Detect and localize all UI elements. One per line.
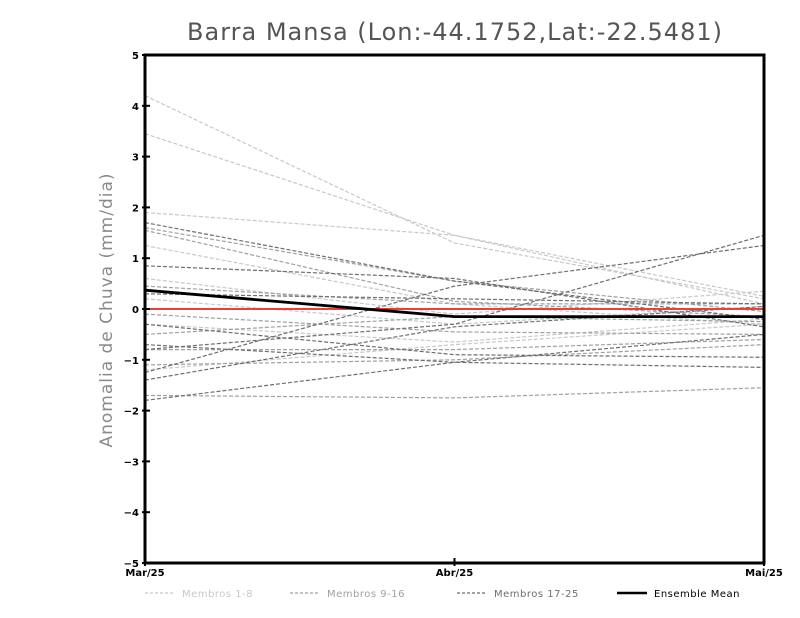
series-line-member-6 [144,298,765,325]
series-line-member-8 [144,323,765,371]
series-line-member-21 [144,234,765,351]
series-line-member-24 [144,333,765,401]
series-line-member-18 [144,265,765,328]
y-tick-label: −4 [124,508,139,519]
series-line-member-12 [144,313,765,335]
series-line-member-13 [145,338,765,351]
chart-title: Barra Mansa (Lon:-44.1752,Lat:-22.5481) [187,18,723,46]
series-line-member-20 [144,323,765,358]
legend-label: Membros 1-8 [182,589,253,600]
series-line-member-11 [144,285,764,305]
y-tick-label: −2 [124,407,139,418]
x-axis: Mar/25 Abr/25 Mai/25 [125,558,783,579]
series-line-member-16 [144,315,765,335]
series-line-member-3 [144,211,765,305]
y-tick-label: −5 [124,559,139,570]
legend-label: Membros 17-25 [494,589,579,600]
y-axis: 5 4 3 2 1 0 −1 −2 −3 −4 −5 [124,51,150,570]
y-tick-label: −3 [124,457,139,468]
series-line-member-7 [144,318,765,343]
y-tick-label: 2 [132,203,139,214]
y-tick-label: 4 [132,102,139,113]
x-tick-label: Mai/25 [745,568,783,579]
legend-label: Membros 9-16 [327,589,405,600]
x-tick-label: Mar/25 [125,568,164,579]
series-line-member-14 [144,344,765,366]
series-line-member-9 [144,229,765,318]
legend-label: Ensemble Mean [654,589,740,600]
ensemble-mean-line [144,288,764,319]
series-line-member-15 [144,387,765,399]
series-line-member-1 [144,95,765,300]
y-tick-label: 1 [132,254,139,265]
series-line-member-23 [144,244,765,374]
series-line-member-4 [144,244,765,325]
y-tick-label: 0 [132,305,139,316]
series-line-member-19 [144,293,765,305]
series-line-member-5 [144,277,765,315]
series-line-member-2 [144,133,765,297]
ensemble-mean-group [144,288,764,319]
legend: Membros 1-8 Membros 9-16 Membros 17-25 Ense… [145,589,740,600]
y-tick-label: 5 [132,51,139,62]
y-tick-label: −1 [124,356,139,367]
x-tick-label: Abr/25 [436,568,473,579]
series-line-member-25 [144,344,765,368]
series-line-member-17 [144,222,765,320]
member-series-group [144,95,765,401]
y-tick-label: 3 [132,153,139,164]
series-line-member-22 [144,305,765,381]
